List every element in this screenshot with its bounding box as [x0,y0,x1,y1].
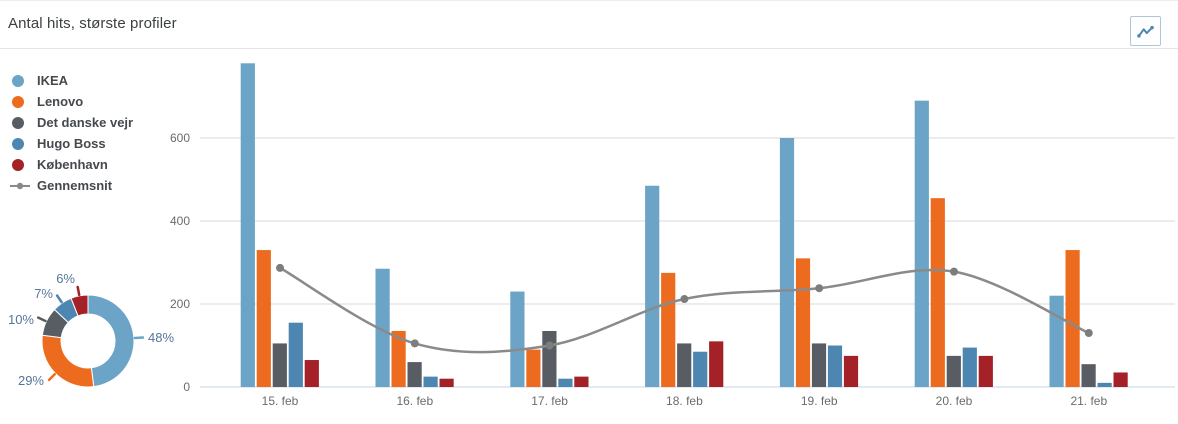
bar-hugo-boss-21-feb[interactable] [1097,382,1112,387]
donut-label-line-københavn [76,285,81,297]
bar-lenovo-18-feb[interactable] [661,272,676,387]
average-point-17-feb[interactable] [545,341,554,350]
donut-percent-label-ikea: 48% [148,330,174,345]
donut-label-line-det-danske-vejr [36,316,47,323]
line-chart-icon [1137,25,1154,38]
y-tick-label-200: 200 [170,297,190,311]
bar-københavn-16-feb[interactable] [439,378,454,387]
chart-type-button[interactable] [1130,16,1161,46]
donut-label-line-ikea [133,336,145,340]
donut-label-line-hugo-boss [55,294,63,304]
bar-københavn-21-feb[interactable] [1113,372,1128,387]
x-tick-label-21-feb: 21. feb [1070,394,1107,408]
bar-lenovo-17-feb[interactable] [526,349,541,387]
legend-dot-icon [10,116,30,129]
legend-label: Hugo Boss [37,136,106,151]
x-tick-label-15-feb: 15. feb [262,394,299,408]
bar-det-danske-vejr-21-feb[interactable] [1081,364,1096,387]
donut-percent-label-københavn: 6% [56,271,75,286]
bar-københavn-19-feb[interactable] [843,355,859,387]
legend-label: IKEA [37,73,69,88]
average-line [279,266,1090,354]
legend-dot-icon [10,74,30,87]
bar-det-danske-vejr-20-feb[interactable] [946,355,961,387]
legend-label: Lenovo [37,94,84,109]
y-tick-label-600: 600 [170,131,190,145]
legend-dot-icon [10,137,30,150]
bar-ikea-21-feb[interactable] [1049,295,1064,387]
bar-københavn-18-feb[interactable] [709,341,724,387]
legend-item-lenovo[interactable]: Lenovo [10,91,133,112]
average-point-19-feb[interactable] [815,284,824,293]
bar-ikea-16-feb[interactable] [375,268,390,387]
donut-label-line-lenovo [47,372,57,382]
legend-label: Gennemsnit [37,178,113,193]
y-tick-label-400: 400 [170,214,190,228]
x-tick-label-16-feb: 16. feb [396,394,433,408]
x-tick-label-19-feb: 19. feb [801,394,838,408]
x-tick-label-17-feb: 17. feb [531,394,568,408]
bar-hugo-boss-17-feb[interactable] [558,378,573,387]
x-tick-label-20-feb: 20. feb [936,394,973,408]
donut-percent-label-lenovo: 29% [18,373,44,388]
panel-title: Antal hits, største profiler [8,15,177,32]
bar-ikea-19-feb[interactable] [779,138,795,387]
bar-københavn-20-feb[interactable] [978,355,993,387]
bar-ikea-15-feb[interactable] [240,63,255,388]
bar-lenovo-20-feb[interactable] [930,198,945,387]
donut-percent-label-hugo-boss: 7% [34,286,53,301]
bar-lenovo-15-feb[interactable] [256,250,271,387]
x-tick-label-18-feb: 18. feb [666,394,703,408]
average-point-21-feb[interactable] [1084,329,1093,338]
bar-lenovo-21-feb[interactable] [1065,250,1080,387]
bar-hugo-boss-19-feb[interactable] [827,345,843,388]
legend-item-københavn[interactable]: København [10,154,133,175]
chart-legend: IKEA Lenovo Det danske vejr Hugo Boss Københ… [10,70,133,196]
donut-slice-københavn[interactable] [70,294,89,317]
panel-header: Antal hits, største profiler [0,1,1178,49]
average-point-20-feb[interactable] [950,267,958,276]
average-point-16-feb[interactable] [410,339,419,348]
legend-label: København [37,157,108,172]
legend-item-hugo-boss[interactable]: Hugo Boss [10,133,133,154]
bar-københavn-17-feb[interactable] [574,376,589,387]
bar-hugo-boss-15-feb[interactable] [288,322,303,387]
panel-body: IKEA Lenovo Det danske vejr Hugo Boss Københ… [0,49,1178,424]
donut-percent-label-det-danske-vejr: 10% [8,312,34,327]
bar-det-danske-vejr-18-feb[interactable] [677,343,692,387]
y-tick-label-0: 0 [183,380,190,394]
bar-lenovo-16-feb[interactable] [391,330,406,387]
legend-item-ikea[interactable]: IKEA [10,70,133,91]
legend-dot-icon [10,95,30,108]
bar-lenovo-19-feb[interactable] [795,258,811,387]
bar-det-danske-vejr-17-feb[interactable] [542,330,557,387]
legend-label: Det danske vejr [37,115,134,130]
bar-hugo-boss-20-feb[interactable] [962,347,977,387]
bar-hugo-boss-16-feb[interactable] [423,376,438,387]
donut-slice-ikea[interactable] [87,294,135,388]
profile-share-donut-chart: 48% 29% 10%7%6% [8,271,174,388]
bar-ikea-18-feb[interactable] [645,185,660,387]
average-point-18-feb[interactable] [680,295,689,304]
average-point-15-feb[interactable] [276,263,284,272]
bar-ikea-20-feb[interactable] [914,100,929,388]
bar-hugo-boss-18-feb[interactable] [693,351,708,387]
legend-item-det-danske-vejr[interactable]: Det danske vejr [10,112,133,133]
bar-det-danske-vejr-16-feb[interactable] [407,362,422,387]
legend-line-marker-icon [10,181,30,191]
hits-bar-chart: 0 200 400 600 15. feb 16. feb 17. feb 18. feb 19… [170,63,1175,408]
bar-det-danske-vejr-15-feb[interactable] [272,343,287,387]
bar-det-danske-vejr-19-feb[interactable] [811,343,827,387]
legend-dot-icon [10,158,30,171]
bar-københavn-15-feb[interactable] [304,360,319,387]
legend-item-gennemsnit[interactable]: Gennemsnit [10,175,133,196]
bar-ikea-17-feb[interactable] [510,291,525,387]
